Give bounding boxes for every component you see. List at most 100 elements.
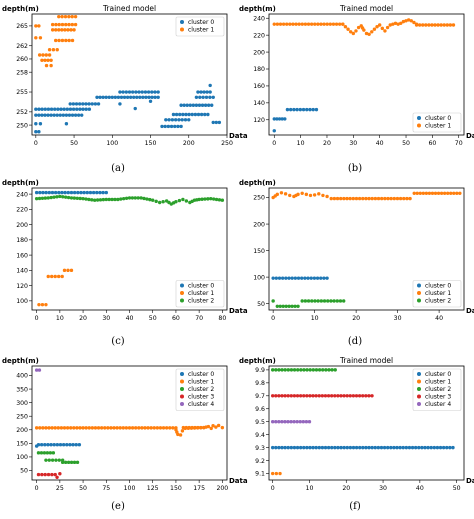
data-point bbox=[303, 22, 308, 26]
data-point bbox=[201, 95, 205, 100]
data-point bbox=[408, 196, 412, 201]
data-point bbox=[311, 445, 315, 450]
data-point bbox=[310, 299, 314, 303]
data-point bbox=[458, 191, 462, 196]
data-point bbox=[183, 118, 188, 122]
data-point bbox=[348, 394, 352, 398]
data-point bbox=[292, 107, 296, 112]
data-point bbox=[380, 26, 385, 31]
x-tick-label: 60 bbox=[172, 315, 180, 322]
data-point bbox=[274, 420, 278, 424]
data-point bbox=[401, 19, 406, 24]
y-tick-label: 9.1 bbox=[255, 471, 265, 478]
data-point bbox=[281, 22, 286, 26]
x-tick-label: 125 bbox=[147, 485, 159, 492]
y-tick-label: 240 bbox=[16, 191, 28, 198]
data-point bbox=[50, 28, 55, 32]
legend-label: cluster 3 bbox=[425, 394, 451, 401]
data-point bbox=[412, 20, 416, 25]
data-point bbox=[211, 95, 215, 100]
data-point bbox=[298, 394, 303, 398]
data-point bbox=[87, 426, 91, 430]
data-point bbox=[303, 299, 308, 303]
data-point bbox=[211, 424, 215, 428]
data-point bbox=[295, 107, 299, 112]
series-cluster-0 bbox=[34, 443, 82, 448]
data-point bbox=[40, 196, 45, 200]
data-point bbox=[50, 190, 55, 195]
data-point bbox=[297, 22, 301, 26]
caption-a: (a) bbox=[111, 163, 125, 174]
data-point bbox=[82, 190, 86, 195]
data-point bbox=[329, 394, 334, 398]
data-point bbox=[274, 471, 279, 476]
data-point bbox=[406, 18, 411, 22]
y-tick-label: 50 bbox=[257, 301, 265, 308]
data-point bbox=[40, 302, 45, 307]
data-point bbox=[313, 22, 317, 26]
data-point bbox=[154, 199, 158, 204]
data-point bbox=[59, 107, 63, 111]
data-point bbox=[53, 107, 57, 111]
data-point bbox=[185, 103, 189, 107]
data-point bbox=[43, 58, 47, 62]
data-point bbox=[382, 445, 387, 450]
data-point bbox=[399, 21, 403, 26]
data-point bbox=[396, 22, 400, 26]
data-point bbox=[275, 117, 279, 121]
data-point bbox=[275, 192, 279, 197]
data-point bbox=[66, 195, 71, 200]
data-point bbox=[44, 63, 49, 68]
data-point bbox=[210, 103, 214, 107]
data-point bbox=[296, 304, 300, 308]
data-point bbox=[66, 460, 71, 465]
data-point bbox=[429, 445, 433, 450]
data-point bbox=[52, 443, 56, 447]
data-point bbox=[280, 368, 284, 372]
data-point bbox=[37, 107, 41, 111]
y-axis-label: depth(m) bbox=[239, 357, 276, 365]
data-point bbox=[58, 194, 62, 199]
data-point bbox=[409, 19, 413, 23]
data-point bbox=[329, 299, 333, 303]
data-point bbox=[274, 276, 279, 280]
legend-box bbox=[412, 112, 462, 133]
data-point bbox=[383, 196, 387, 201]
chart-title: Trained model bbox=[339, 4, 393, 13]
data-point bbox=[277, 394, 281, 398]
data-point bbox=[323, 445, 328, 450]
data-point bbox=[298, 107, 303, 112]
data-point bbox=[67, 14, 71, 19]
series-cluster-1 bbox=[34, 423, 225, 437]
data-point bbox=[81, 107, 85, 111]
data-point bbox=[308, 368, 312, 372]
data-point bbox=[69, 28, 73, 32]
data-point bbox=[418, 191, 422, 196]
data-point bbox=[39, 451, 44, 455]
data-point bbox=[66, 268, 70, 273]
data-point bbox=[211, 120, 215, 125]
data-point bbox=[44, 53, 48, 57]
data-point bbox=[34, 196, 39, 201]
data-point bbox=[370, 445, 374, 450]
data-point bbox=[439, 23, 443, 27]
series-cluster-0 bbox=[271, 276, 329, 280]
series-cluster-0 bbox=[34, 83, 222, 134]
legend-marker bbox=[180, 20, 184, 24]
data-point bbox=[92, 198, 97, 202]
data-point bbox=[202, 90, 206, 94]
legend-label: cluster 4 bbox=[188, 401, 214, 408]
data-point bbox=[153, 90, 157, 94]
panel-c: depth(m) Data 0 10 20 30 40 50 60 70 80 100 120 140 16… bbox=[0, 178, 248, 333]
data-point bbox=[101, 197, 106, 202]
series-cluster-4 bbox=[34, 368, 42, 372]
x-axis-label: Data bbox=[466, 477, 474, 485]
x-tick-label: 0 bbox=[35, 315, 39, 322]
series-cluster-2 bbox=[34, 194, 225, 206]
data-point bbox=[65, 443, 69, 447]
data-point bbox=[157, 200, 162, 205]
data-point bbox=[295, 394, 300, 398]
x-tick-label: 0 bbox=[34, 140, 38, 147]
x-tick-label: 0 bbox=[271, 485, 275, 492]
x-tick-label: 150 bbox=[145, 140, 157, 147]
